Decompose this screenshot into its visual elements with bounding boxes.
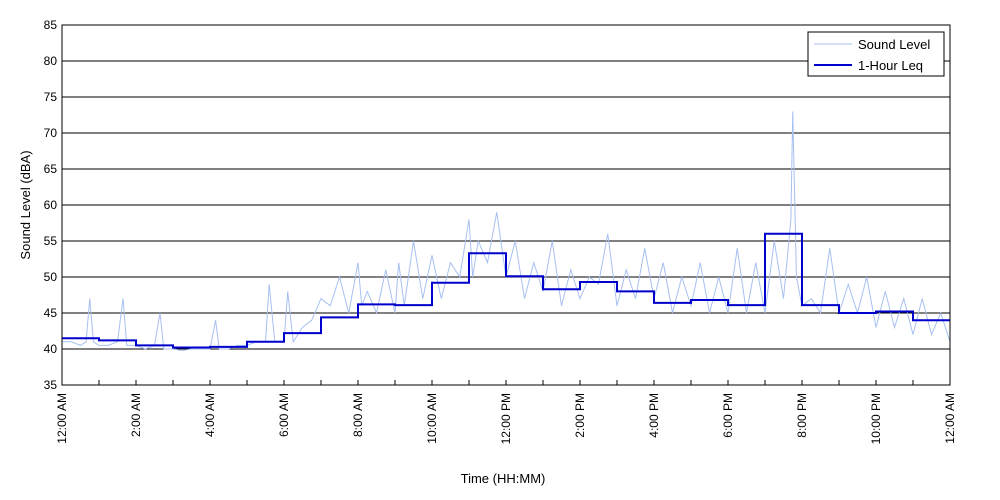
x-tick-label: 10:00 PM (869, 393, 883, 444)
y-axis-title: Sound Level (dBA) (18, 150, 33, 259)
x-axis-title: Time (HH:MM) (461, 471, 546, 486)
y-tick-label: 50 (44, 270, 58, 284)
x-tick-label: 10:00 AM (425, 393, 439, 444)
x-tick-label: 12:00 AM (943, 393, 957, 444)
y-tick-label: 80 (44, 54, 58, 68)
axes: 35 40 45 50 55 60 65 70 75 80 85 12:00 AM 2:00 AM 4:0… (44, 18, 957, 444)
y-tick-label: 85 (44, 18, 58, 32)
x-tick-label: 6:00 PM (721, 393, 735, 438)
x-tick-label: 12:00 AM (55, 393, 69, 444)
legend: Sound Level 1-Hour Leq (807, 31, 945, 77)
x-tick-label: 4:00 PM (647, 393, 661, 438)
y-tick-label: 75 (44, 90, 58, 104)
y-tick-label: 40 (44, 342, 58, 356)
series-layer (62, 111, 951, 351)
y-tick-label: 35 (44, 378, 58, 392)
legend-label-sound-level: Sound Level (858, 37, 930, 52)
y-tick-label: 65 (44, 162, 58, 176)
legend-box (807, 31, 945, 77)
series-line-1-hour-leq (62, 232, 950, 349)
x-tick-label: 6:00 AM (277, 393, 291, 437)
x-tick-label: 8:00 AM (351, 393, 365, 437)
x-tick-label: 8:00 PM (795, 393, 809, 438)
gridlines (62, 60, 950, 350)
series-line-sound-level (62, 111, 951, 351)
x-tick-label: 2:00 AM (129, 393, 143, 437)
y-tick-label: 60 (44, 198, 58, 212)
x-tick-label: 12:00 PM (499, 393, 513, 444)
y-tick-label: 45 (44, 306, 58, 320)
x-tick-label: 2:00 PM (573, 393, 587, 438)
x-tick-label: 4:00 AM (203, 393, 217, 437)
legend-label-1-hour-leq: 1-Hour Leq (858, 58, 923, 73)
y-tick-label: 55 (44, 234, 58, 248)
y-tick-label: 70 (44, 126, 58, 140)
